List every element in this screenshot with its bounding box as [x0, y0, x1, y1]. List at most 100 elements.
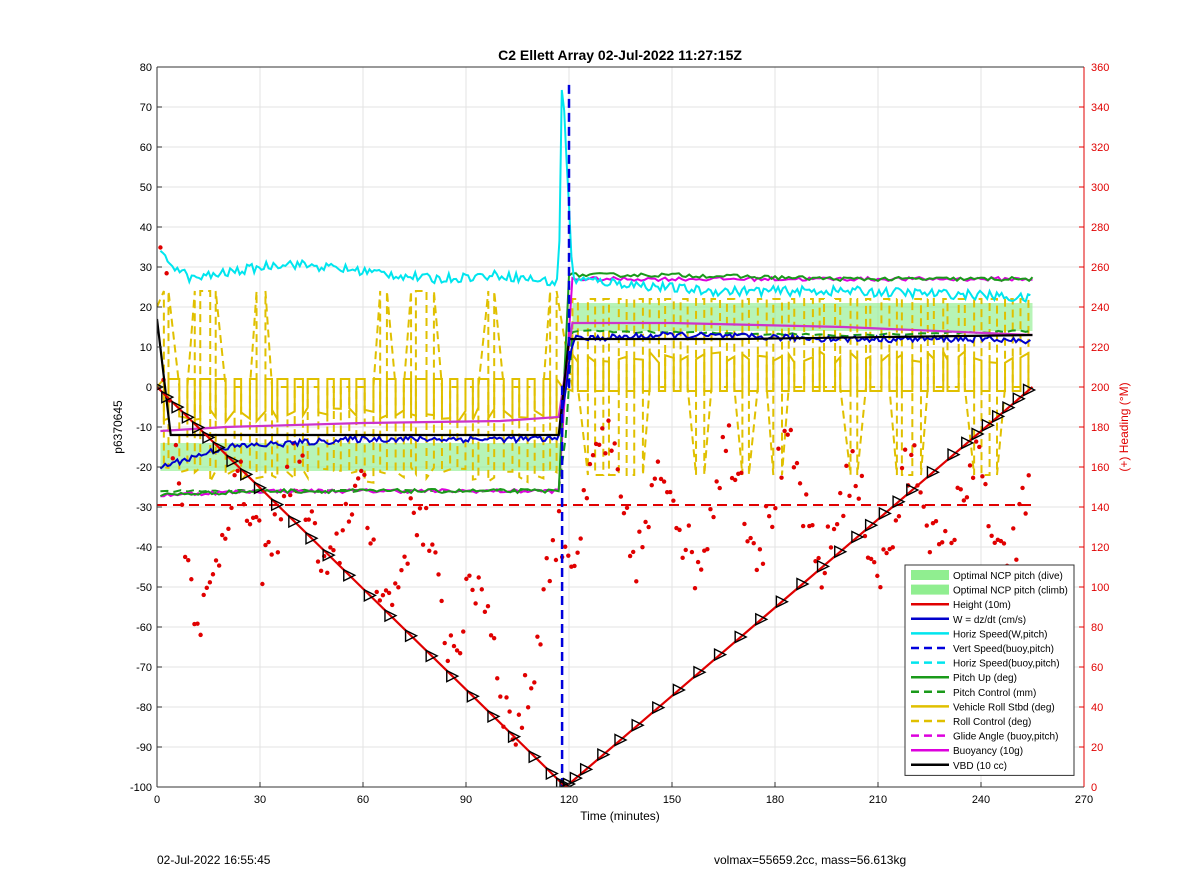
heading-point: [213, 558, 219, 563]
heading-point: [967, 463, 973, 468]
heading-point: [831, 526, 837, 532]
height-marker: [322, 548, 336, 562]
heading-point: [439, 598, 444, 604]
heading-point: [754, 567, 760, 573]
heading-point: [220, 532, 225, 538]
heading-point: [686, 523, 692, 528]
heading-point: [912, 443, 917, 448]
heading-point: [300, 453, 305, 458]
heading-point: [470, 587, 475, 593]
heading-point: [1020, 485, 1025, 491]
buoyancy-line: [160, 321, 1033, 433]
heading-point: [868, 556, 874, 562]
heading-point: [705, 546, 710, 552]
heading-point: [556, 509, 562, 514]
heading-point: [232, 472, 237, 478]
heading-point: [399, 567, 404, 573]
heading-point: [216, 563, 222, 568]
height-marker: [253, 481, 268, 495]
heading-point: [170, 456, 175, 461]
heading-point: [402, 554, 407, 559]
heading-point: [742, 521, 747, 527]
heading-point: [992, 540, 997, 546]
pitch-control-line: [160, 329, 1033, 494]
heading-point: [652, 476, 658, 481]
heading-point: [664, 489, 670, 495]
y2-tick-label: 80: [1091, 622, 1103, 634]
heading-point: [550, 538, 556, 543]
height-marker: [834, 545, 848, 559]
y2-tick-label: 140: [1091, 502, 1109, 514]
y-tick-label: 40: [140, 222, 152, 234]
heading-point: [535, 634, 540, 639]
heading-point: [646, 524, 651, 530]
heading-point: [609, 448, 614, 453]
heading-point: [260, 581, 265, 587]
height-marker: [614, 733, 628, 747]
heading-point: [961, 498, 967, 503]
y2-tick-label: 20: [1091, 742, 1103, 754]
heading-point: [745, 539, 750, 544]
heading-point: [1011, 526, 1016, 531]
heading-point: [655, 459, 661, 464]
heading-point: [770, 524, 775, 530]
y2-tick-label: 60: [1091, 662, 1103, 674]
heading-point: [467, 573, 472, 578]
heading-point: [958, 487, 963, 492]
heading-point: [621, 511, 627, 516]
height-marker: [212, 440, 226, 455]
height-marker: [851, 530, 865, 544]
height-marker: [545, 766, 559, 781]
heading-point: [788, 427, 793, 433]
heading-point: [924, 523, 929, 528]
heading-point: [380, 592, 386, 598]
footer-timestamp: 02-Jul-2022 16:55:45: [157, 853, 271, 867]
height-marker: [404, 629, 419, 643]
chart-title: C2 Ellett Array 02-Jul-2022 11:27:15Z: [498, 47, 742, 63]
height-marker: [288, 514, 302, 529]
heading-point: [498, 694, 503, 699]
heading-point: [343, 501, 349, 507]
legend-label: Optimal NCP pitch (climb): [953, 586, 1068, 597]
y-tick-label: -60: [136, 622, 152, 634]
heading-point: [263, 542, 268, 548]
height-marker: [579, 762, 594, 776]
y-tick-label: 30: [140, 262, 152, 274]
heading-point: [603, 451, 608, 456]
heading-point: [893, 518, 899, 523]
heading-point: [223, 536, 228, 541]
y2-tick-label: 200: [1091, 382, 1109, 394]
heading-point: [495, 676, 500, 681]
height-marker: [652, 700, 666, 715]
height-marker: [181, 410, 195, 424]
heading-point: [631, 549, 636, 555]
y-tick-label: -100: [130, 782, 152, 794]
heading-point: [488, 633, 494, 638]
heading-point: [615, 467, 620, 472]
heading-point: [763, 503, 769, 509]
y-tick-label: 10: [140, 342, 152, 354]
legend-label: Roll Control (deg): [953, 717, 1031, 728]
x-tick-label: 150: [663, 794, 681, 806]
heading-point: [288, 492, 293, 498]
heading-point: [355, 476, 361, 481]
heading-point: [658, 476, 664, 482]
heading-point: [760, 561, 766, 566]
heading-point: [442, 640, 447, 646]
height-marker: [734, 630, 748, 644]
x-tick-label: 0: [154, 794, 160, 806]
heading-point: [297, 459, 302, 464]
heading-point: [980, 474, 985, 479]
heading-point: [269, 552, 274, 557]
heading-point: [933, 518, 939, 524]
y-tick-label: -80: [136, 702, 152, 714]
heading-point: [482, 609, 488, 615]
height-marker: [961, 436, 975, 450]
x-axis-label: Time (minutes): [580, 809, 660, 823]
height-marker: [226, 454, 240, 468]
height-marker: [991, 409, 1006, 424]
heading-point: [204, 585, 209, 591]
legend-label: Optimal NCP pitch (dive): [953, 571, 1063, 582]
height-marker: [597, 748, 611, 762]
height-marker: [816, 559, 831, 574]
